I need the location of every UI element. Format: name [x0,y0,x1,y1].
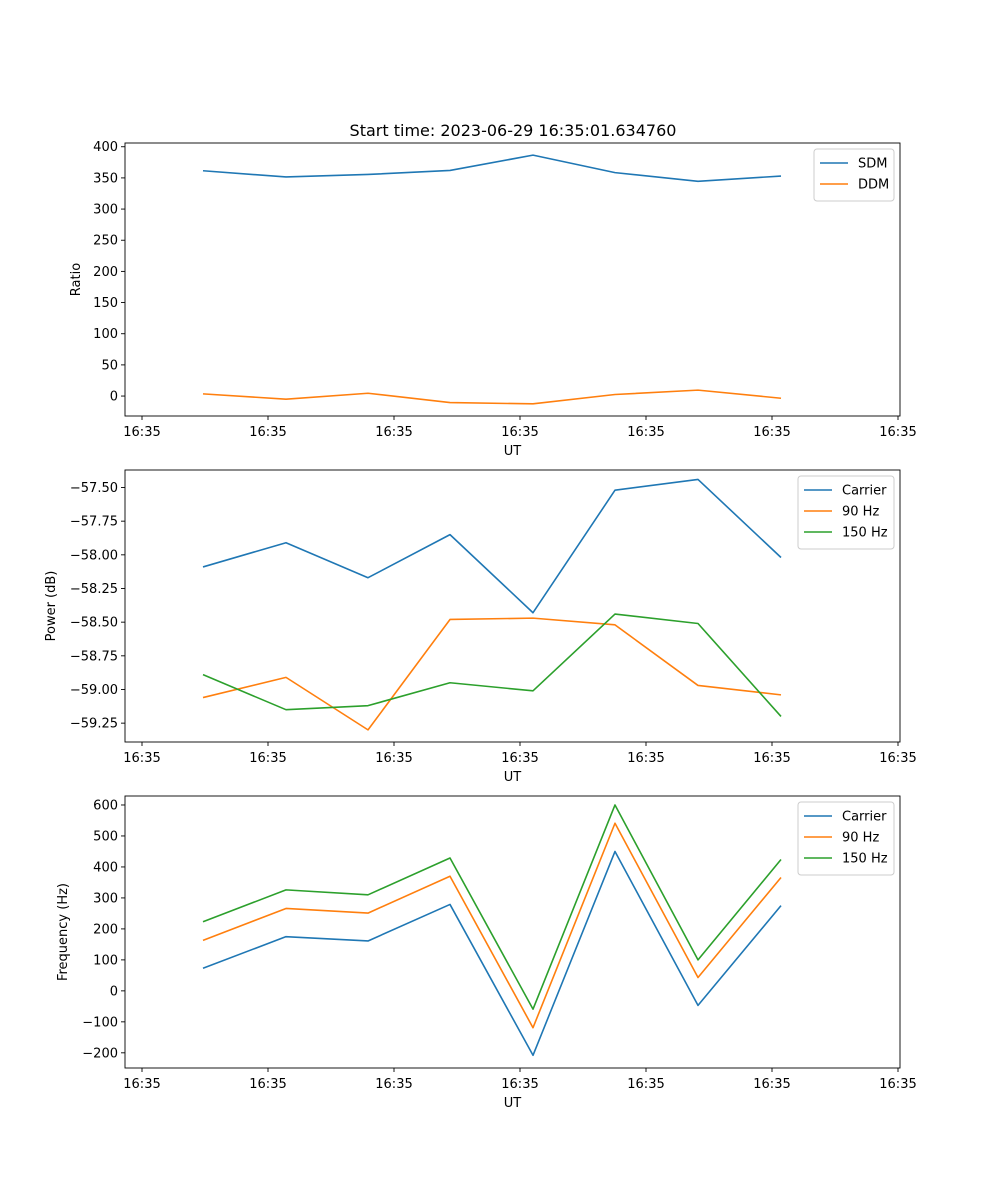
legend-label: Carrier [842,810,887,825]
legend-label: 150 Hz [842,852,888,867]
y-tick-label: −58.50 [70,616,118,631]
y-tick-label: 400 [93,140,118,155]
y-tick-label: 300 [93,203,118,218]
y-tick-label: 50 [101,358,118,373]
legend-box [813,148,895,202]
legend-label: DDM [858,178,889,193]
axes-frame [124,795,901,1069]
x-tick-label: 16:35 [375,751,412,766]
chart-title: Start time: 2023-06-29 16:35:01.634760 [350,121,677,140]
y-tick-label: −100 [82,1015,118,1030]
y-tick-label: 350 [93,171,118,186]
y-tick-label: 200 [93,922,118,937]
y-tick-label: 150 [93,296,118,311]
axes-frame [124,142,901,417]
x-tick-label: 16:35 [753,751,790,766]
series-line-90-hz [202,617,782,731]
y-tick-label: 0 [110,390,118,405]
y-tick-label: 0 [110,984,118,999]
x-axis-label: UT [504,444,522,459]
legend: Carrier 90 Hz 150 Hz [797,475,895,550]
legend-label: Carrier [842,484,887,499]
y-tick-label: 100 [93,327,118,342]
series-line-sdm [202,154,782,183]
chart-panel-2: −59.25 −59.00 −58.75 −58.50 −58.25 −58.00 −57.… [44,469,917,785]
legend-label: 90 Hz [842,831,879,846]
x-tick-label: 16:35 [375,425,412,440]
y-tick-label: 600 [93,798,118,813]
series-line-carrier [202,478,782,614]
x-tick-label: 16:35 [501,751,538,766]
legend: Carrier 90 Hz 150 Hz [797,801,895,876]
x-tick-label: 16:35 [627,425,664,440]
y-tick-label: −57.75 [70,515,118,530]
legend-box [797,475,895,550]
x-tick-label: 16:35 [123,425,160,440]
y-tick-label: 200 [93,265,118,280]
x-tick-label: 16:35 [753,1077,790,1092]
series-line-150-hz [202,804,782,1010]
chart-panel-3: −200 −100 0 100 200 300 400 500 600 16:35 16:35 16:… [56,795,917,1111]
y-axis-label: Ratio [69,263,84,296]
y-tick-label: 250 [93,234,118,249]
series-line-150-hz [202,613,782,717]
x-tick-label: 16:35 [879,751,916,766]
series-line-carrier [202,850,782,1057]
x-axis-label: UT [504,1096,522,1111]
x-tick-label: 16:35 [879,425,916,440]
axes-frame [124,469,901,743]
y-tick-label: −200 [82,1046,118,1061]
series-line-ddm [202,389,782,405]
x-tick-label: 16:35 [627,1077,664,1092]
y-tick-label: 500 [93,829,118,844]
y-axis-label: Power (dB) [44,571,59,642]
y-tick-label: −58.00 [70,548,118,563]
x-tick-label: 16:35 [123,751,160,766]
y-tick-label: 100 [93,953,118,968]
x-tick-label: 16:35 [249,425,286,440]
y-tick-label: 400 [93,860,118,875]
legend: SDM DDM [813,148,895,202]
y-tick-label: −57.50 [70,481,118,496]
x-tick-label: 16:35 [375,1077,412,1092]
x-tick-label: 16:35 [753,425,790,440]
y-tick-label: 300 [93,891,118,906]
x-tick-label: 16:35 [627,751,664,766]
legend-label: SDM [858,157,887,172]
legend-box [797,801,895,876]
y-axis-label: Frequency (Hz) [56,883,71,981]
legend-label: 150 Hz [842,526,888,541]
x-axis-label: UT [504,770,522,785]
y-tick-label: −58.25 [70,582,118,597]
y-tick-label: −59.25 [70,717,118,732]
chart-panel-1: 0 50 100 150 200 250 300 350 400 16:35 16:35 16:35 1… [69,140,917,459]
x-tick-label: 16:35 [249,751,286,766]
x-tick-label: 16:35 [249,1077,286,1092]
x-tick-label: 16:35 [123,1077,160,1092]
legend-label: 90 Hz [842,505,879,520]
x-tick-label: 16:35 [879,1077,916,1092]
y-tick-label: −59.00 [70,683,118,698]
series-line-90-hz [202,822,782,1029]
y-tick-label: −58.75 [70,649,118,664]
x-tick-label: 16:35 [501,425,538,440]
x-tick-label: 16:35 [501,1077,538,1092]
